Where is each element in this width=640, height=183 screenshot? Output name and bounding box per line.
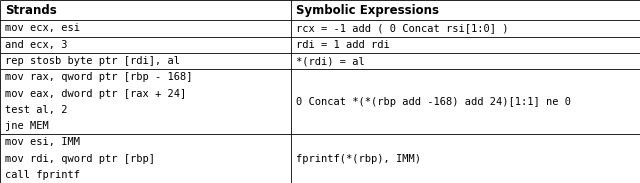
Text: call fprintf: call fprintf (5, 170, 80, 180)
Text: mov esi, IMM: mov esi, IMM (5, 137, 80, 147)
Text: 0 Concat *(*(rbp add -168) add 24)[1:1] ne 0: 0 Concat *(*(rbp add -168) add 24)[1:1] … (296, 97, 572, 107)
Text: mov ecx, esi: mov ecx, esi (5, 23, 80, 33)
Text: mov eax, dword ptr [rax + 24]: mov eax, dword ptr [rax + 24] (5, 89, 186, 98)
Text: *(rdi) = al: *(rdi) = al (296, 56, 365, 66)
Text: rep stosb byte ptr [rdi], al: rep stosb byte ptr [rdi], al (5, 56, 180, 66)
Text: fprintf(*(rbp), IMM): fprintf(*(rbp), IMM) (296, 154, 421, 164)
Text: rdi = 1 add rdi: rdi = 1 add rdi (296, 40, 390, 50)
Text: rcx = -1 add ( 0 Concat rsi[1:0] ): rcx = -1 add ( 0 Concat rsi[1:0] ) (296, 23, 509, 33)
Text: Symbolic Expressions: Symbolic Expressions (296, 4, 439, 17)
Text: mov rdi, qword ptr [rbp]: mov rdi, qword ptr [rbp] (5, 154, 155, 164)
Text: mov rax, qword ptr [rbp - 168]: mov rax, qword ptr [rbp - 168] (5, 72, 193, 82)
Text: and ecx, 3: and ecx, 3 (5, 40, 68, 50)
Text: jne MEM: jne MEM (5, 121, 49, 131)
Text: Strands: Strands (5, 4, 57, 17)
Text: test al, 2: test al, 2 (5, 105, 68, 115)
